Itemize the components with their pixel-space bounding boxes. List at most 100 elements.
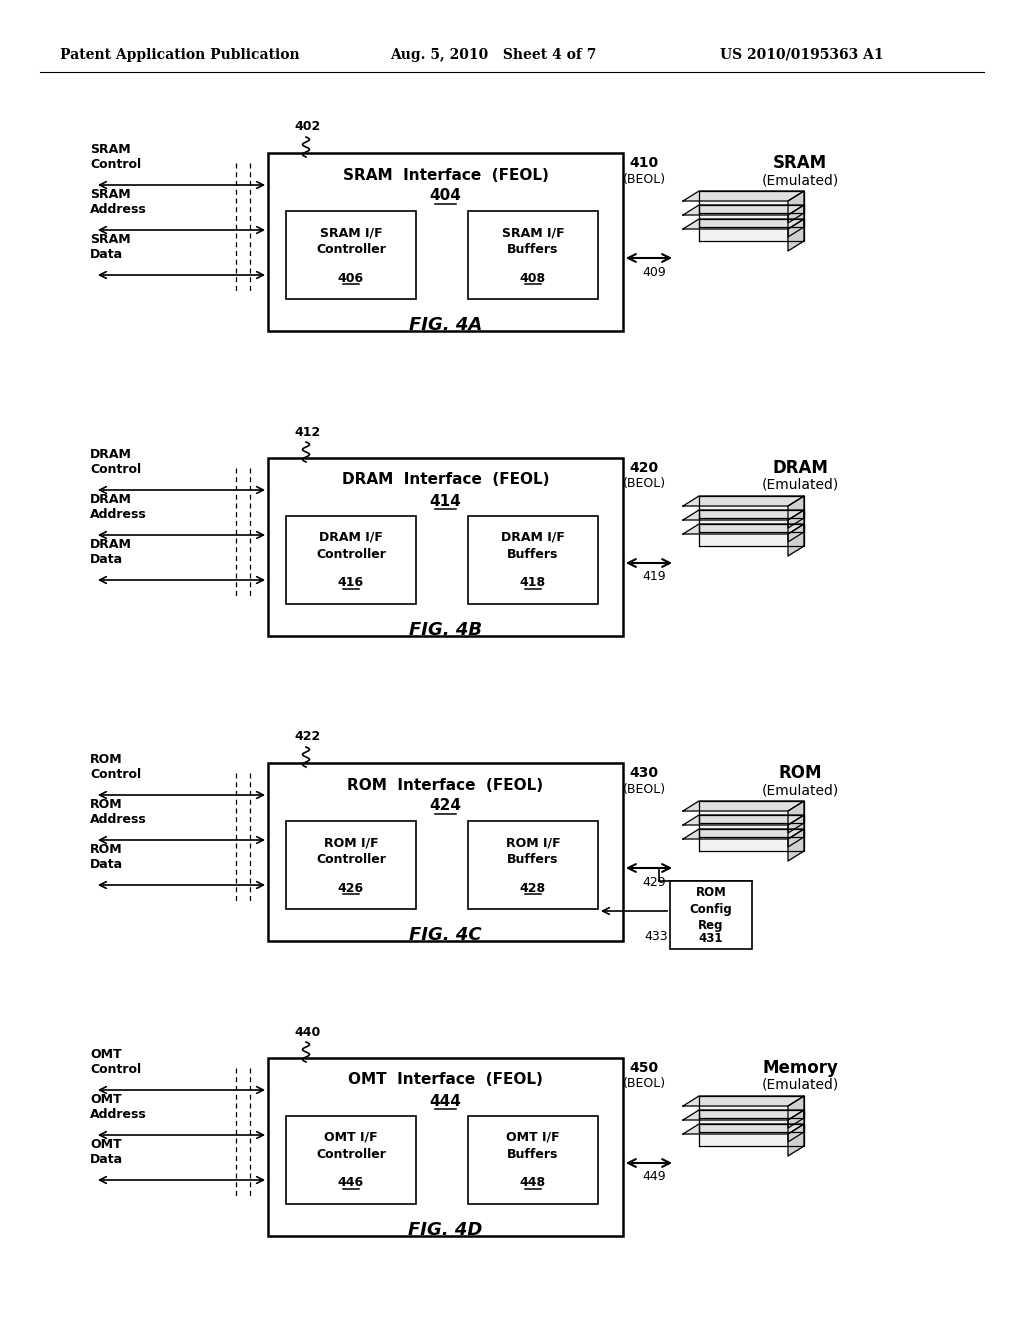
Polygon shape: [788, 191, 804, 223]
Polygon shape: [699, 801, 804, 822]
Bar: [268, 1059, 623, 1236]
Polygon shape: [788, 1096, 804, 1129]
Text: 424: 424: [429, 799, 462, 813]
Text: ROM
Config
Reg: ROM Config Reg: [689, 887, 732, 932]
Text: (BEOL): (BEOL): [623, 173, 666, 186]
Text: SRAM  Interface  (FEOL): SRAM Interface (FEOL): [343, 168, 549, 182]
Text: DRAM  Interface  (FEOL): DRAM Interface (FEOL): [342, 473, 549, 487]
Text: Patent Application Publication: Patent Application Publication: [60, 48, 300, 62]
Text: 422: 422: [295, 730, 322, 743]
Text: 402: 402: [295, 120, 322, 133]
Text: 412: 412: [295, 425, 322, 438]
Text: OMT
Address: OMT Address: [90, 1093, 146, 1121]
Text: (BEOL): (BEOL): [623, 478, 666, 491]
Text: FIG. 4D: FIG. 4D: [409, 1221, 482, 1239]
Polygon shape: [699, 191, 804, 213]
Polygon shape: [683, 1110, 804, 1119]
Text: 448: 448: [520, 1176, 546, 1189]
Text: (Emulated): (Emulated): [762, 478, 839, 492]
Text: ROM
Control: ROM Control: [90, 752, 141, 781]
Text: 426: 426: [338, 882, 365, 895]
Text: SRAM
Control: SRAM Control: [90, 143, 141, 172]
Text: (Emulated): (Emulated): [762, 1078, 839, 1092]
Polygon shape: [788, 510, 804, 543]
Text: ROM
Data: ROM Data: [90, 843, 123, 871]
Text: OMT
Data: OMT Data: [90, 1138, 123, 1166]
Text: 419: 419: [642, 570, 666, 583]
Text: 418: 418: [520, 577, 546, 590]
Polygon shape: [788, 1125, 804, 1156]
Text: DRAM: DRAM: [772, 459, 828, 477]
Text: DRAM
Address: DRAM Address: [90, 492, 146, 521]
Bar: [268, 458, 623, 636]
Bar: [468, 211, 598, 300]
Text: OMT
Control: OMT Control: [90, 1048, 141, 1076]
Text: FIG. 4A: FIG. 4A: [409, 315, 482, 334]
Bar: [286, 821, 416, 909]
Text: Aug. 5, 2010   Sheet 4 of 7: Aug. 5, 2010 Sheet 4 of 7: [390, 48, 596, 62]
Text: FIG. 4C: FIG. 4C: [410, 927, 482, 944]
Text: 450: 450: [630, 1061, 658, 1074]
Polygon shape: [788, 524, 804, 556]
Polygon shape: [788, 205, 804, 238]
Polygon shape: [683, 205, 804, 215]
Polygon shape: [683, 191, 804, 201]
Text: 406: 406: [338, 272, 365, 285]
Text: OMT I/F
Buffers: OMT I/F Buffers: [506, 1131, 560, 1162]
Text: OMT  Interface  (FEOL): OMT Interface (FEOL): [348, 1072, 543, 1088]
Polygon shape: [699, 1096, 804, 1118]
Polygon shape: [699, 524, 804, 546]
Text: 429: 429: [642, 875, 666, 888]
Polygon shape: [683, 510, 804, 520]
Text: 409: 409: [642, 265, 666, 279]
Text: SRAM
Data: SRAM Data: [90, 234, 131, 261]
Polygon shape: [699, 205, 804, 227]
Polygon shape: [683, 801, 804, 810]
Text: FIG. 4B: FIG. 4B: [409, 620, 482, 639]
Text: DRAM I/F
Buffers: DRAM I/F Buffers: [501, 531, 565, 561]
Text: 416: 416: [338, 577, 365, 590]
Text: 414: 414: [430, 494, 462, 508]
Text: 446: 446: [338, 1176, 365, 1189]
Polygon shape: [699, 510, 804, 532]
Polygon shape: [699, 1110, 804, 1133]
Polygon shape: [699, 496, 804, 517]
Polygon shape: [683, 829, 804, 840]
Bar: [268, 153, 623, 331]
Text: 431: 431: [698, 932, 723, 945]
Bar: [670, 880, 752, 949]
Polygon shape: [683, 814, 804, 825]
Text: OMT I/F
Controller: OMT I/F Controller: [316, 1131, 386, 1162]
Text: DRAM I/F
Controller: DRAM I/F Controller: [316, 531, 386, 561]
Text: ROM: ROM: [778, 764, 821, 781]
Text: 440: 440: [295, 1026, 322, 1039]
Bar: [286, 211, 416, 300]
Polygon shape: [683, 496, 804, 506]
Text: 404: 404: [429, 189, 462, 203]
Text: 420: 420: [630, 461, 658, 475]
Bar: [468, 516, 598, 605]
Text: DRAM
Control: DRAM Control: [90, 447, 141, 477]
Text: 408: 408: [520, 272, 546, 285]
Text: SRAM I/F
Buffers: SRAM I/F Buffers: [502, 226, 564, 256]
Polygon shape: [683, 219, 804, 228]
Polygon shape: [699, 814, 804, 837]
Polygon shape: [683, 1096, 804, 1106]
Bar: [286, 1115, 416, 1204]
Polygon shape: [699, 219, 804, 242]
Text: (Emulated): (Emulated): [762, 783, 839, 797]
Text: ROM I/F
Controller: ROM I/F Controller: [316, 836, 386, 866]
Polygon shape: [788, 814, 804, 847]
Polygon shape: [699, 1125, 804, 1146]
Text: ROM
Address: ROM Address: [90, 799, 146, 826]
Polygon shape: [683, 1125, 804, 1134]
Text: SRAM: SRAM: [773, 154, 827, 172]
Text: 449: 449: [642, 1171, 666, 1184]
Text: 433: 433: [644, 929, 668, 942]
Text: 430: 430: [630, 766, 658, 780]
Text: 410: 410: [630, 156, 658, 170]
Polygon shape: [788, 496, 804, 528]
Polygon shape: [788, 219, 804, 251]
Text: (BEOL): (BEOL): [623, 783, 666, 796]
Text: Memory: Memory: [762, 1059, 838, 1077]
